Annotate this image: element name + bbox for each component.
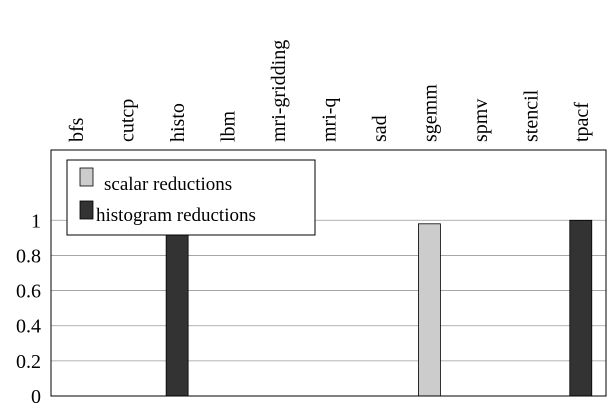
legend: scalar reductions histogram reductions xyxy=(66,159,316,236)
x-tick-label: histo xyxy=(167,103,189,142)
x-tick-label: tpacf xyxy=(571,102,593,142)
legend-label-histogram: histogram reductions xyxy=(96,205,256,226)
legend-swatch-histogram xyxy=(79,200,94,220)
bar-histogram-histo xyxy=(165,230,189,397)
y-tick-label: 1 xyxy=(31,210,41,232)
x-tick-label: stencil xyxy=(520,89,542,142)
y-tick-label: 0.2 xyxy=(16,351,41,373)
x-tick-label: spmv xyxy=(470,99,492,142)
bars xyxy=(165,219,593,397)
x-tick-label: mri-gridding xyxy=(268,40,290,142)
y-tick-label: 0.8 xyxy=(16,245,41,267)
x-tick-label: bfs xyxy=(66,117,88,142)
bar-histogram-tpacf xyxy=(569,219,593,397)
x-tick-label: lbm xyxy=(218,110,240,142)
x-axis-labels: bfs cutcp histo lbm mri-gridding mri-q sad sgem… xyxy=(66,40,593,142)
x-tick-label: cutcp xyxy=(117,99,139,142)
bar-scalar-sgemm xyxy=(418,223,441,397)
y-tick-label: 0 xyxy=(31,386,41,406)
y-tick-label: 0.4 xyxy=(16,316,41,338)
plot-frame xyxy=(50,149,607,397)
legend-label-scalar: scalar reductions xyxy=(104,174,232,195)
x-tick-label: sad xyxy=(369,115,391,142)
x-tick-label: sgemm xyxy=(419,84,441,142)
y-tick-label: 0.6 xyxy=(16,281,41,303)
legend-swatch-scalar xyxy=(79,167,94,187)
legend-box xyxy=(66,159,316,236)
y-axis-ticks: 0 0.2 0.4 0.6 0.8 1 xyxy=(16,210,41,406)
gridlines xyxy=(51,219,606,362)
x-tick-label: mri-q xyxy=(319,98,341,142)
